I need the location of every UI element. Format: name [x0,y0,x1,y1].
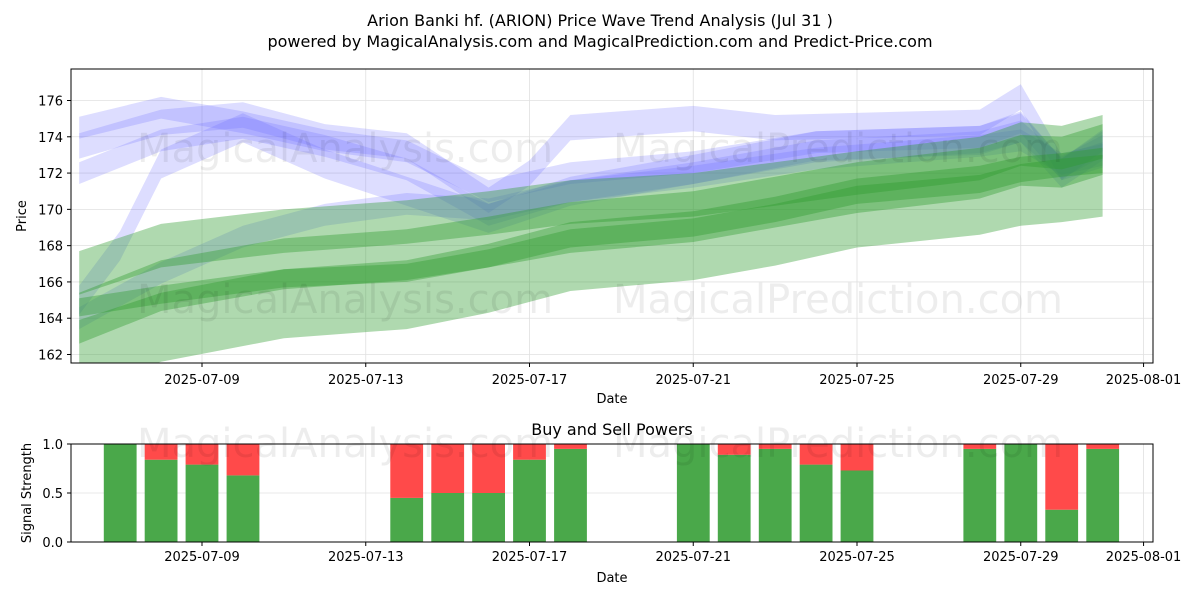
price-x-tick-label: 2025-07-21 [655,373,731,388]
buy-bar [472,493,505,542]
signal-y-tick-label: 0.5 [42,487,63,502]
sell-bar [144,444,178,460]
buy-bar [431,493,465,542]
buy-bar [185,464,219,542]
price-y-tick-label: 174 [38,131,63,146]
price-bands [79,84,1103,363]
price-panel: MagicalAnalysis.com MagicalPrediction.co… [15,68,1181,407]
sell-bar [1045,444,1079,510]
buy-bar [840,470,874,542]
signal-x-tick-label: 2025-07-29 [983,550,1059,565]
sell-bar [472,444,505,493]
watermark-prediction-middle: MagicalPrediction.com [613,277,1063,323]
watermark-prediction-top: MagicalPrediction.com [613,126,1063,172]
signal-y-tick-label: 1.0 [42,438,63,453]
signal-x-tick-label: 2025-08-01 [1106,550,1182,565]
price-band-green [79,115,1103,295]
chart-title: Arion Banki hf. (ARION) Price Wave Trend… [367,11,833,30]
price-band-green [79,147,1103,363]
buy-bar [799,464,833,542]
sell-bar [799,444,833,465]
buy-bar [390,497,424,542]
buy-bar [554,448,587,542]
price-x-tick-label: 2025-07-09 [164,373,240,388]
price-y-ticks: 162 164 166 168 170 172 174 176 [38,95,71,364]
price-x-tick-label: 2025-07-29 [983,373,1059,388]
price-band-green [79,154,1103,317]
sell-bar [390,444,424,498]
signal-x-tick-label: 2025-07-25 [819,550,895,565]
price-axes-frame [70,68,1154,364]
buy-bar [717,454,751,542]
buy-bar [513,459,546,542]
signal-panel-title: Buy and Sell Powers [531,420,693,439]
buy-bar [963,448,997,542]
price-y-tick-label: 164 [38,312,63,327]
buy-bar [758,448,792,542]
price-x-tick-label: 2025-07-13 [328,373,404,388]
sell-bar [758,444,792,449]
signal-x-tick-label: 2025-07-13 [328,550,404,565]
watermark-analysis-top: MagicalAnalysis.com [137,126,553,172]
price-y-tick-label: 170 [38,203,63,218]
sell-bar [431,444,465,493]
buy-bar [1045,509,1079,542]
price-x-axis-label: Date [596,392,627,407]
price-band-blue [79,113,1103,315]
price-y-tick-label: 168 [38,240,63,255]
price-band-blue [79,116,1103,226]
signal-x-tick-label: 2025-07-21 [655,550,731,565]
price-grid [71,69,1153,363]
signal-x-ticks: 2025-07-09 2025-07-13 2025-07-17 2025-07-21… [164,542,1181,565]
price-band-blue [79,84,1103,213]
price-y-axis-label: Price [15,200,30,232]
watermark-analysis-middle: MagicalAnalysis.com [137,277,553,323]
sell-bar [1086,444,1120,449]
buy-bar [144,459,178,542]
sell-bar [554,444,587,449]
buy-bar [103,444,137,542]
buy-bar [676,444,710,542]
price-x-tick-label: 2025-07-17 [492,373,568,388]
signal-bars [103,444,1120,542]
sell-bar [840,444,874,471]
signal-y-ticks: 0.0 0.5 1.0 [42,438,71,551]
signal-x-axis-label: Date [596,571,627,586]
signal-x-tick-label: 2025-07-09 [164,550,240,565]
chart-subtitle: powered by MagicalAnalysis.com and Magic… [267,32,932,51]
buy-bar [1004,444,1038,542]
price-x-tick-label: 2025-07-25 [819,373,895,388]
buy-bar [226,475,260,542]
sell-bar [513,444,546,460]
sell-bar [963,444,997,449]
signal-y-tick-label: 0.0 [42,536,63,551]
price-y-tick-label: 162 [38,349,63,364]
sell-bar [226,444,260,476]
price-y-tick-label: 176 [38,95,63,110]
price-y-tick-label: 166 [38,276,63,291]
signal-x-tick-label: 2025-07-17 [492,550,568,565]
buy-bar [1086,448,1120,542]
sell-bar [717,444,751,455]
price-x-ticks: 2025-07-09 2025-07-13 2025-07-17 2025-07-21… [164,363,1181,388]
price-band-blue [79,129,1103,330]
signal-y-axis-label: Signal Strength [20,443,35,543]
signal-panel: Buy and Sell Powers MagicalAnalysis.com … [20,420,1181,586]
price-band-blue [79,96,1103,203]
price-band-green [79,124,1103,344]
sell-bar [185,444,219,465]
price-x-tick-label: 2025-08-01 [1106,373,1182,388]
price-y-tick-label: 172 [38,167,63,182]
